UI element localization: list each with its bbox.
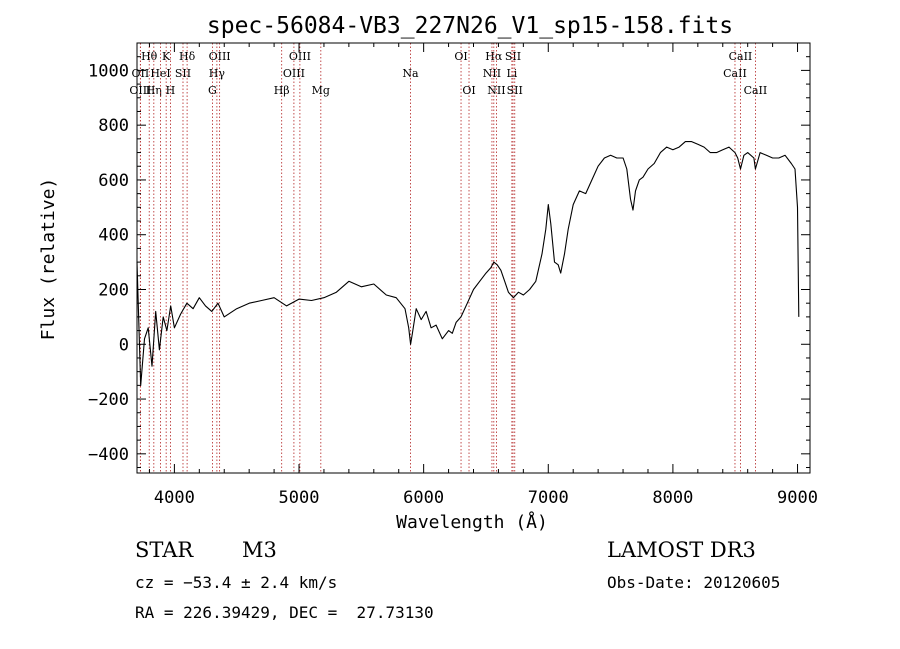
y-tick-label: 200 [98, 280, 129, 300]
spectrum-line [136, 141, 800, 386]
x-tick-label: 5000 [279, 488, 320, 508]
line-label-0: Hθ [141, 50, 158, 63]
y-tick-label: 800 [98, 116, 129, 136]
y-tick-label: 0 [119, 335, 129, 355]
line-label-26: CaII [723, 67, 747, 80]
redshift-value: cz = −53.4 ± 2.4 km/s [135, 573, 338, 592]
line-label-15: Mg [312, 84, 330, 97]
line-label-17: OI [454, 50, 467, 63]
line-label-25: CaII [729, 50, 753, 63]
chart-title: spec-56084-VB3_227N26_V1_sp15-158.fits [207, 13, 733, 39]
x-tick-label: 9000 [777, 488, 818, 508]
line-label-13: OIII [289, 50, 311, 63]
y-tick-label: −400 [88, 445, 129, 465]
line-label-27: CaII [744, 84, 768, 97]
y-tick-label: 600 [98, 171, 129, 191]
line-label-16: Na [402, 67, 419, 80]
line-label-8: Hδ [179, 50, 196, 63]
line-label-10: Hγ [209, 67, 226, 80]
x-tick-label: 6000 [403, 488, 444, 508]
line-label-23: Li [506, 67, 517, 80]
line-label-14: OIII [283, 67, 305, 80]
line-label-7: SII [175, 67, 191, 80]
y-axis-label: Flux (relative) [38, 178, 59, 341]
x-tick-label: 4000 [154, 488, 195, 508]
y-tick-label: 1000 [88, 61, 129, 81]
line-label-2: OIII [129, 84, 151, 97]
line-label-20: NII [483, 67, 501, 80]
line-label-6: H [166, 84, 176, 97]
line-label-9: OIII [209, 50, 231, 63]
axes: 4000 5000 6000 7000 8000 9000 −400 −200 0 200 400 6… [88, 42, 818, 508]
line-label-12: Hβ [274, 84, 290, 97]
coordinates: RA = 226.39429, DEC = 27.73130 [135, 603, 434, 622]
plot-frame [136, 42, 811, 474]
spectrum-series [136, 141, 800, 386]
x-axis-label: Wavelength (Å) [396, 511, 548, 533]
line-label-22: SII [505, 50, 521, 63]
object-class: STAR [135, 538, 194, 562]
x-tick-label: 8000 [652, 488, 693, 508]
observation-date: Obs-Date: 20120605 [607, 573, 781, 592]
line-label-24: SII [507, 84, 523, 97]
line-label-4: HeI [150, 67, 170, 80]
line-label-19: Hα [485, 50, 503, 63]
survey-name: LAMOST DR3 [607, 538, 756, 562]
line-label-11: G [208, 84, 217, 97]
line-label-21: NII [487, 84, 505, 97]
y-tick-label: 400 [98, 226, 129, 246]
x-tick-label: 7000 [528, 488, 569, 508]
line-label-3: Hη [146, 84, 162, 97]
line-label-18: OI [462, 84, 475, 97]
y-tick-label: −200 [88, 390, 129, 410]
object-subclass: M3 [242, 538, 277, 562]
line-label-5: K [162, 50, 171, 63]
